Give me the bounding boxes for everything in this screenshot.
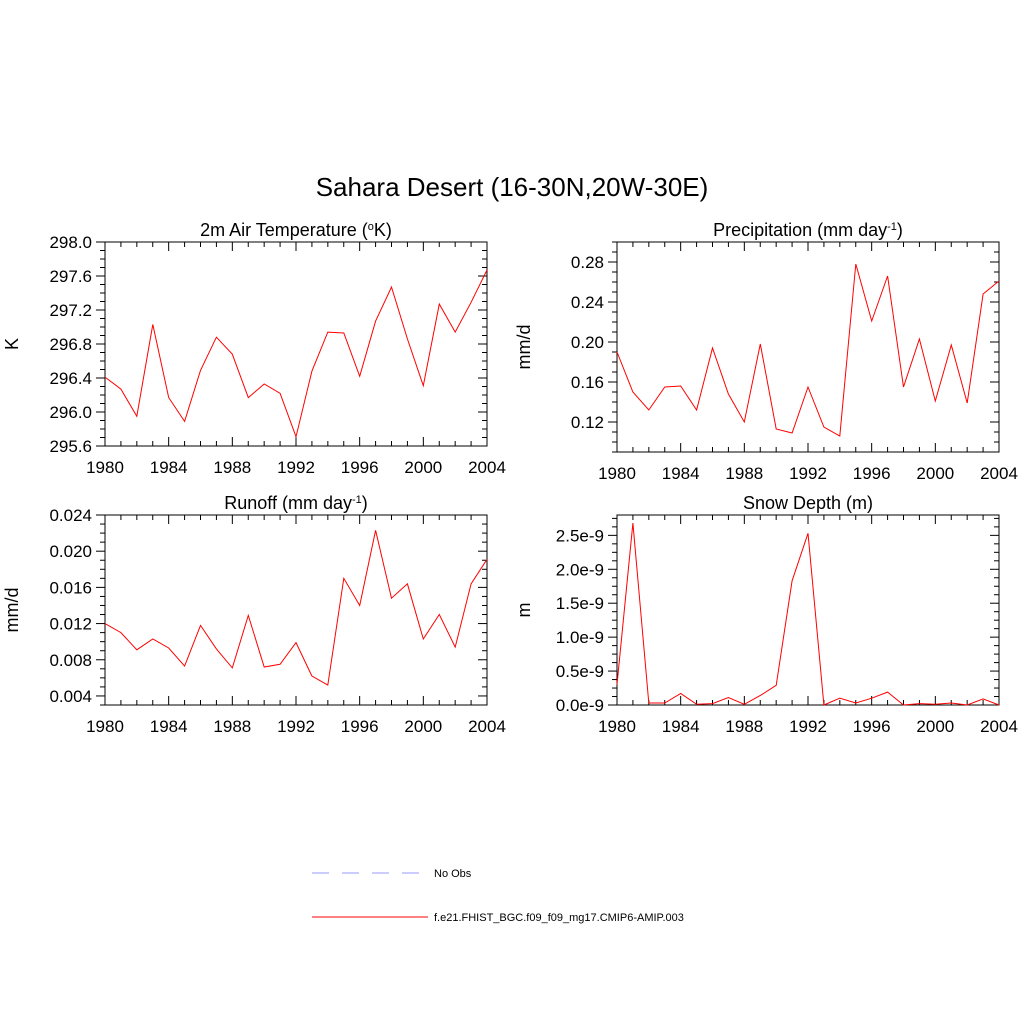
panel-title-superscript: -1 [887,221,897,233]
panel-precipitation: Precipitation (mm day-1) mm/d 1980 1984 1988… [514,220,1018,483]
legend-label: No Obs [434,868,472,880]
y-tick-label: 0.016 [49,578,92,597]
panel-title-suffix: K) [374,220,392,240]
y-axis-label-temperature: K [2,338,22,350]
panel-title-text: Runoff (mm day [224,493,352,513]
x-tick-label: 2004 [980,464,1018,483]
y-tick-label: 0.28 [571,253,604,272]
y-tick-label: 0.008 [49,651,92,670]
y-tick-label: 297.2 [49,301,92,320]
y-tick-label: 0.16 [571,373,604,392]
y-tick-label: 2.0e-9 [556,560,604,579]
x-tick-label: 1988 [213,458,251,477]
x-tick-label: 1996 [341,458,379,477]
x-tick-label: 2000 [916,717,954,736]
series-line-temperature [104,269,488,439]
y-tick-label: 298.0 [49,233,92,252]
x-tick-label: 1980 [598,717,636,736]
y-tick-label: 0.0e-9 [556,696,604,715]
x-tick-label: 2000 [404,458,442,477]
panel-title-temperature: 2m Air Temperature (oK) [200,220,392,240]
y-tick-label: 0.24 [571,293,604,312]
x-tick-label: 1984 [150,717,188,736]
y-tick-label: 0.20 [571,333,604,352]
x-tick-label: 1992 [789,464,827,483]
panel-snow-depth: Snow Depth (m) m 1980 1984 1988 1992 1996 2000 2… [514,493,1018,736]
y-tick-label: 2.5e-9 [556,526,604,545]
panel-temperature: 2m Air Temperature (oK) K 1980 1984 1988 1992… [2,220,506,477]
series-line-runoff [104,530,488,686]
x-tick-label: 1984 [150,458,188,477]
y-tick-label: 1.5e-9 [556,594,604,613]
plot-frame-snow-depth [616,514,1000,706]
y-tick-label: 0.12 [571,413,604,432]
plot-frame-precipitation [616,241,1000,453]
series-line-snow-depth [616,523,1000,706]
x-tick-label: 1996 [341,717,379,736]
x-tick-label: 1992 [277,458,315,477]
x-tick-label: 2000 [916,464,954,483]
x-tick-label: 2004 [468,717,506,736]
legend: No Obs f.e21.FHIST_BGC.f09_f09_mg17.CMIP6… [312,868,684,924]
panel-title-text: 2m Air Temperature ( [200,220,368,240]
x-tick-label: 1980 [86,458,124,477]
x-tick-label: 2000 [404,717,442,736]
x-tick-label: 1988 [725,717,763,736]
y-axis-label-snow-depth: m [514,603,534,618]
y-tick-label: 0.5e-9 [556,662,604,681]
y-tick-label: 296.0 [49,403,92,422]
y-tick-label: 296.4 [49,369,92,388]
y-tick-label: 1.0e-9 [556,628,604,647]
y-tick-label: 0.020 [49,542,92,561]
y-axis-label-runoff: mm/d [2,588,22,633]
panel-runoff: Runoff (mm day-1) mm/d 1980 1984 1988 1992 199… [2,493,506,736]
legend-label: f.e21.FHIST_BGC.f09_f09_mg17.CMIP6-AMIP.… [434,912,684,924]
y-tick-label: 296.8 [49,335,92,354]
x-tick-label: 1984 [662,717,700,736]
legend-item-model-run: f.e21.FHIST_BGC.f09_f09_mg17.CMIP6-AMIP.… [312,912,684,924]
plot-frame-temperature [104,241,488,447]
panel-title-suffix: ) [362,493,368,513]
figure-title: Sahara Desert (16-30N,20W-30E) [316,172,709,202]
panel-title-suffix: ) [897,220,903,240]
x-tick-label: 1996 [853,717,891,736]
x-tick-label: 1992 [277,717,315,736]
series-line-precipitation [616,263,1000,437]
plot-frame-runoff [104,514,488,706]
x-tick-label: 1980 [86,717,124,736]
x-tick-label: 2004 [468,458,506,477]
panel-title-text: Snow Depth (m) [743,493,873,513]
x-tick-label: 1988 [213,717,251,736]
panel-title-snow-depth: Snow Depth (m) [743,493,873,513]
y-tick-label: 0.024 [49,506,92,525]
legend-item-no-obs: No Obs [312,868,472,880]
y-tick-label: 297.6 [49,267,92,286]
x-tick-label: 1984 [662,464,700,483]
panel-title-superscript: -1 [352,494,362,506]
panel-title-precipitation: Precipitation (mm day-1) [713,220,903,240]
x-tick-label: 1980 [598,464,636,483]
y-tick-label: 0.004 [49,687,92,706]
y-tick-label: 295.6 [49,437,92,456]
panel-title-runoff: Runoff (mm day-1) [224,493,368,513]
x-tick-label: 1988 [725,464,763,483]
panel-title-text: Precipitation (mm day [713,220,887,240]
y-axis-label-precipitation: mm/d [514,325,534,370]
x-tick-label: 1996 [853,464,891,483]
x-tick-label: 2004 [980,717,1018,736]
panel-title-superscript: o [368,221,374,233]
y-tick-label: 0.012 [49,615,92,634]
x-tick-label: 1992 [789,717,827,736]
